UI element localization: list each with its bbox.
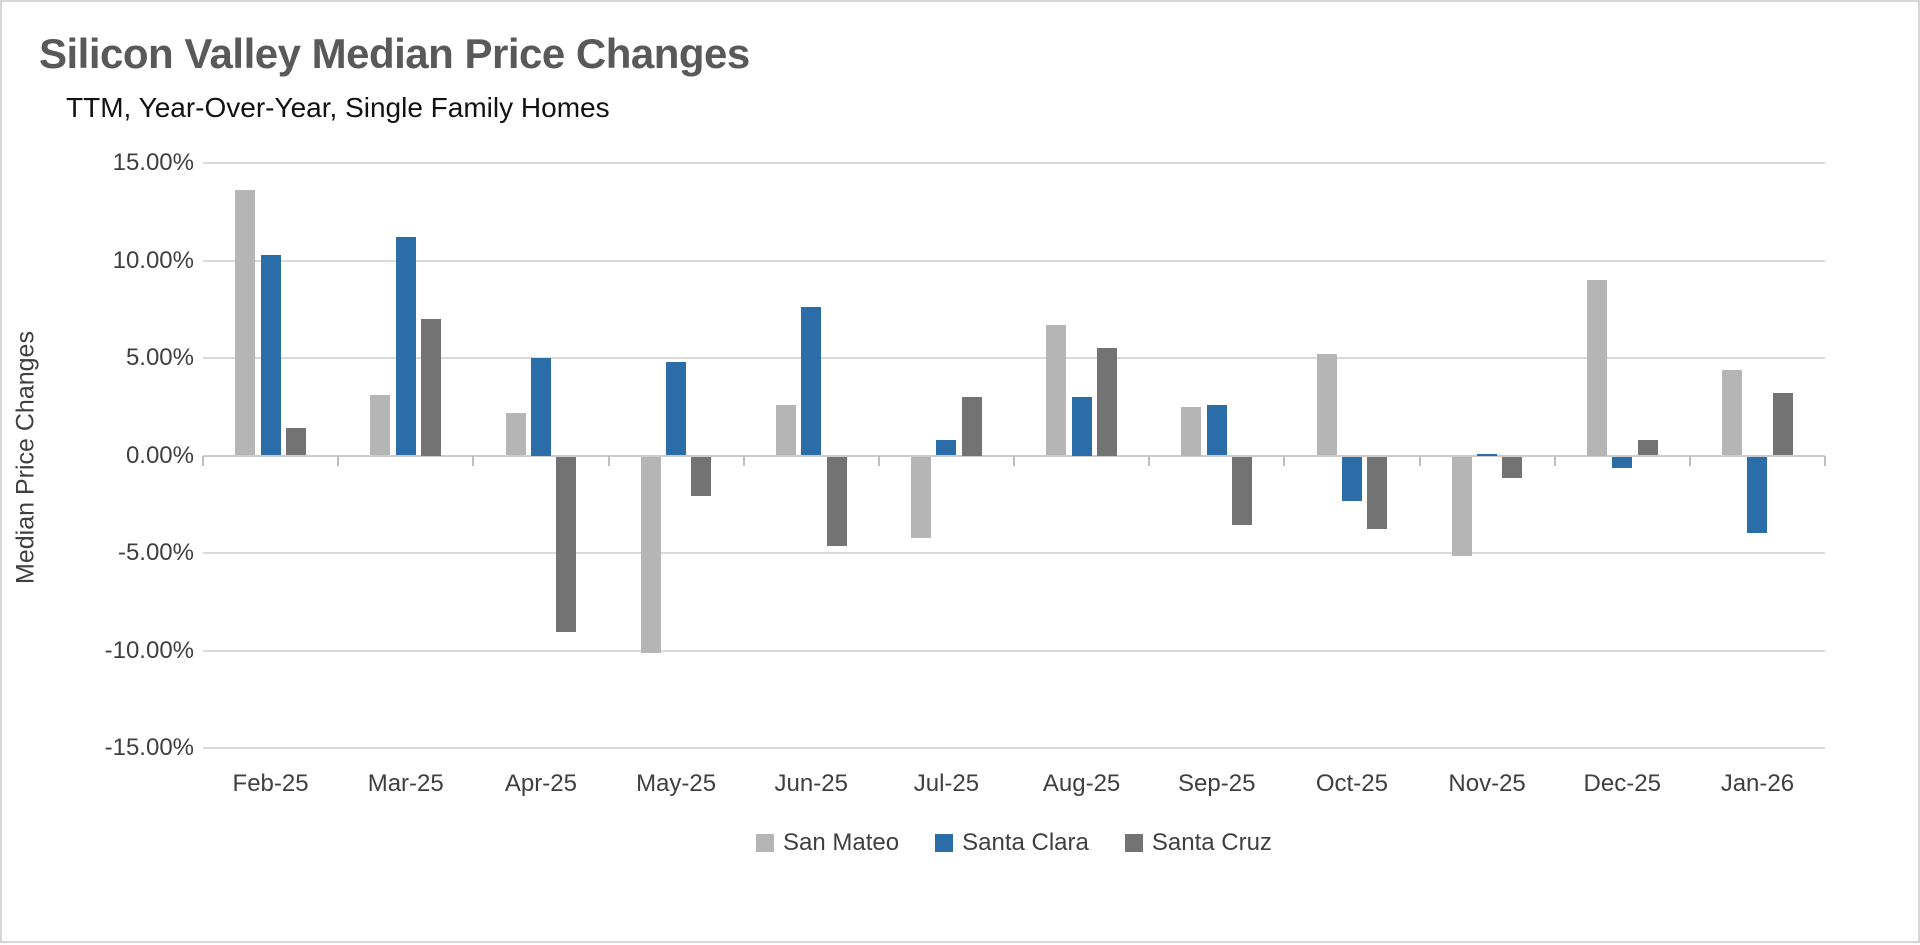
bar-san-mateo-sep-25 — [1181, 406, 1202, 456]
bar-santa-clara-nov-25 — [1477, 453, 1498, 456]
x-axis-tick — [1013, 455, 1015, 466]
x-axis-tick — [202, 455, 204, 466]
bar-san-mateo-jul-25 — [911, 456, 932, 539]
x-axis-tick — [1553, 455, 1556, 466]
bar-san-mateo-aug-25 — [1046, 324, 1067, 456]
x-tick-label: Jun-25 — [774, 770, 848, 797]
y-tick-label: 0.00% — [125, 441, 194, 469]
y-tick-label: -15.00% — [104, 734, 194, 761]
bar-santa-clara-feb-25 — [260, 254, 281, 456]
bar-santa-clara-sep-25 — [1206, 404, 1227, 456]
legend: San Mateo Santa Clara Santa Cruz — [203, 829, 1825, 857]
gridline — [203, 259, 1825, 262]
bar-san-mateo-feb-25 — [235, 190, 256, 456]
gridline — [203, 649, 1825, 652]
bar-san-mateo-dec-25 — [1586, 280, 1607, 456]
legend-label-san-mateo: San Mateo — [783, 829, 900, 856]
x-tick-label: Jul-25 — [913, 770, 980, 797]
bar-santa-cruz-nov-25 — [1502, 456, 1523, 478]
x-axis-tick — [1688, 455, 1691, 466]
bar-san-mateo-mar-25 — [370, 395, 391, 456]
y-tick-label: 15.00% — [112, 149, 194, 176]
bar-santa-cruz-apr-25 — [556, 456, 577, 632]
x-axis-tick — [1418, 455, 1421, 466]
gridline — [203, 357, 1825, 359]
x-tick-label: Sep-25 — [1178, 770, 1256, 797]
bar-santa-clara-jul-25 — [936, 439, 957, 456]
bar-santa-clara-oct-25 — [1341, 456, 1362, 502]
bar-santa-clara-jun-25 — [801, 307, 822, 456]
bar-san-mateo-jan-26 — [1722, 369, 1743, 456]
bar-santa-clara-may-25 — [666, 361, 687, 456]
bar-san-mateo-nov-25 — [1451, 456, 1472, 556]
x-axis-tick — [1824, 455, 1826, 466]
legend-label-santa-clara: Santa Clara — [962, 829, 1089, 856]
y-tick-label: -10.00% — [104, 636, 194, 664]
legend-item-santa-cruz: Santa Cruz — [1124, 829, 1272, 857]
gridline — [203, 552, 1825, 554]
gridline — [203, 162, 1825, 164]
bar-san-mateo-may-25 — [640, 456, 661, 654]
bar-santa-clara-jan-26 — [1747, 456, 1768, 533]
bar-santa-cruz-jun-25 — [826, 456, 847, 547]
bar-san-mateo-apr-25 — [505, 412, 526, 456]
y-tick-label: 5.00% — [125, 344, 194, 371]
bar-santa-cruz-jan-26 — [1772, 393, 1793, 456]
x-axis-tick — [607, 455, 610, 466]
bar-santa-clara-apr-25 — [530, 358, 551, 456]
x-tick-label: Dec-25 — [1583, 770, 1661, 797]
x-tick-label: Nov-25 — [1448, 770, 1526, 797]
x-tick-label: Jan-26 — [1720, 770, 1795, 797]
bar-san-mateo-oct-25 — [1316, 354, 1337, 456]
legend-swatch-santa-clara — [935, 834, 954, 852]
legend-item-santa-clara: Santa Clara — [935, 829, 1089, 857]
x-axis-tick — [1148, 455, 1151, 466]
legend-label-santa-cruz: Santa Cruz — [1151, 829, 1272, 856]
bar-santa-cruz-feb-25 — [285, 428, 306, 456]
bar-santa-cruz-dec-25 — [1637, 439, 1658, 456]
bar-san-mateo-jun-25 — [775, 404, 796, 456]
x-tick-label: Apr-25 — [504, 770, 577, 797]
chart-title: Silicon Valley Median Price Changes — [39, 30, 750, 77]
legend-item-san-mateo: San Mateo — [756, 829, 899, 857]
legend-swatch-san-mateo — [756, 834, 775, 852]
x-axis-tick — [742, 455, 745, 466]
bar-santa-cruz-oct-25 — [1367, 456, 1388, 529]
x-axis-tick — [877, 455, 880, 466]
legend-swatch-santa-cruz — [1124, 834, 1143, 852]
bar-santa-cruz-aug-25 — [1096, 348, 1117, 456]
bar-santa-cruz-mar-25 — [421, 319, 442, 456]
bar-santa-cruz-sep-25 — [1232, 456, 1253, 525]
x-axis-tick — [337, 455, 340, 466]
bar-santa-clara-aug-25 — [1071, 397, 1092, 456]
bar-santa-cruz-may-25 — [691, 456, 712, 496]
x-tick-label: Mar-25 — [367, 770, 444, 797]
gridline — [203, 747, 1825, 749]
y-tick-label: 10.00% — [112, 246, 194, 274]
x-axis-tick — [472, 455, 475, 466]
chart-subtitle: TTM, Year-Over-Year, Single Family Homes — [66, 92, 610, 123]
x-tick-label: Feb-25 — [232, 770, 309, 797]
x-tick-label: Oct-25 — [1315, 770, 1388, 797]
x-tick-label: Aug-25 — [1042, 770, 1121, 797]
bar-santa-clara-dec-25 — [1612, 456, 1633, 469]
bar-santa-cruz-jul-25 — [961, 397, 982, 456]
bar-santa-clara-mar-25 — [395, 237, 416, 456]
x-axis-tick — [1283, 455, 1286, 466]
y-tick-label: -5.00% — [117, 539, 194, 566]
x-tick-label: May-25 — [636, 770, 717, 797]
